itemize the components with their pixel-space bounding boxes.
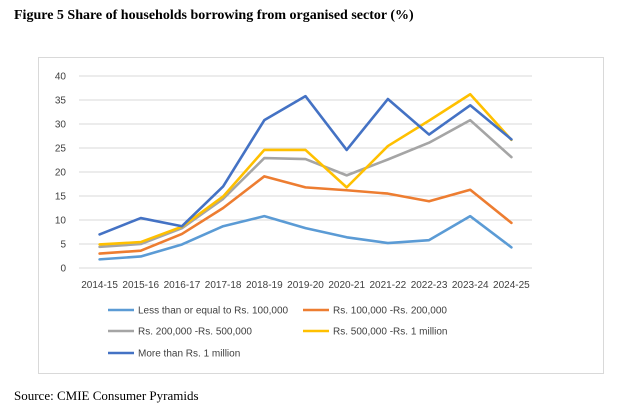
x-tick-label: 2014-15 [81,280,118,291]
legend-label: More than Rs. 1 million [138,349,240,360]
x-tick-label: 2021-22 [370,280,407,291]
y-tick-label: 20 [55,168,67,179]
x-tick-label: 2015-16 [122,280,159,291]
x-tick-label: 2023-24 [452,280,489,291]
x-tick-label: 2020-21 [328,280,365,291]
chart-frame [38,57,604,374]
legend-label: Rs. 500,000 -Rs. 1 million [333,327,448,338]
legend: Less than or equal to Rs. 100,000 Rs. 100… [108,306,448,360]
y-tick-label: 0 [60,264,66,275]
y-tick-label: 10 [55,216,67,227]
series-line-3 [98,92,513,246]
y-tick-label: 15 [55,192,67,203]
y-tick-label: 25 [55,144,67,155]
series-line-2 [98,118,513,249]
x-tick-label: 2017-18 [205,280,242,291]
y-axis-ticks: 0 5 10 15 20 25 30 35 40 [55,72,67,275]
source-note: Source: CMIE Consumer Pyramids [14,388,199,403]
y-tick-label: 30 [55,120,67,131]
legend-label: Less than or equal to Rs. 100,000 [138,306,289,317]
series-line-4 [98,94,513,236]
series-lines [98,92,513,261]
series-line-1 [98,175,513,255]
series-line-0 [98,214,513,261]
y-tick-label: 35 [55,96,67,107]
x-axis-ticks: 2014-15 2015-16 2016-17 2017-18 2018-19 2019-… [81,280,530,291]
legend-label: Rs. 100,000 -Rs. 200,000 [333,306,447,317]
gridlines [79,75,532,269]
x-tick-label: 2019-20 [287,280,324,291]
x-tick-label: 2024-25 [493,280,530,291]
x-tick-label: 2016-17 [164,280,201,291]
x-tick-label: 2022-23 [411,280,448,291]
y-tick-label: 40 [55,72,67,83]
figure-title: Figure 5 Share of households borrowing f… [14,8,414,23]
legend-label: Rs. 200,000 -Rs. 500,000 [138,327,252,338]
x-tick-label: 2018-19 [246,280,283,291]
y-tick-label: 5 [60,240,66,251]
